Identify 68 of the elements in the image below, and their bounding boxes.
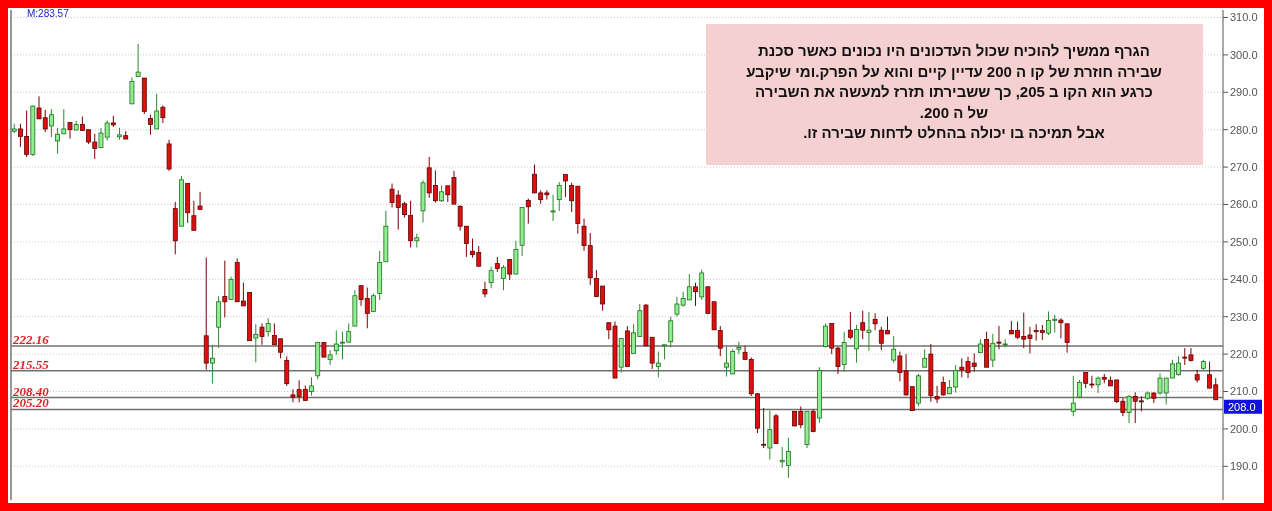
y-tick-label: 230.0 [1230,310,1258,323]
candlestick [1126,394,1132,424]
candlestick [488,266,494,289]
candlestick [482,281,488,298]
candlestick [717,325,723,357]
candlestick [847,311,853,340]
candlestick [228,276,234,301]
candlestick [556,181,562,212]
candlestick [866,311,872,352]
candlestick [265,317,271,338]
candlestick [55,127,61,155]
candlestick [699,269,705,301]
candlestick [550,194,556,222]
ref-line-label: 215.55 [12,356,50,372]
ref-line-label: 222.16 [12,332,50,348]
candlestick [507,258,513,281]
y-tick-label: 290.0 [1230,86,1258,99]
candlestick [525,198,531,225]
candlestick [501,264,506,291]
candlestick [668,316,674,348]
candlestick [990,333,996,368]
candlestick [736,341,742,355]
candlestick [135,43,141,78]
annotation: הגרף ממשיך להוכיח שכול העדכונים היו נכונים כאשר סכנת שבירה חוזרת של קו ה 200 עדיין קיים והוא על הפרק.ומי שיקבע כרגע הוא הקו ב 205, כך ששבירתו תזרז למעשה את השבירה של ה 200. אבל תמיכה בו יכולה בהחלט לדחות שבירה זו. [746,42,1162,141]
candlestick [563,174,568,198]
candlestick [327,349,333,366]
y-tick-label: 200.0 [1230,422,1258,435]
candlestick [284,355,290,387]
candlestick [154,93,160,130]
candlestick [129,76,135,105]
text: 208.0 [1228,400,1256,413]
y-tick-label: 210.0 [1230,385,1258,398]
candlestick [655,351,661,378]
candlestick [841,331,847,373]
y-tick-label: 240.0 [1230,273,1258,286]
candlestick [693,282,698,307]
y-tick-label: 280.0 [1230,123,1258,136]
candlestick [854,324,859,364]
candlestick [210,344,215,385]
y-tick-label: 220.0 [1230,347,1258,360]
candlestick [61,108,67,135]
candlestick [1058,317,1064,339]
candlestick [148,114,153,136]
candlestick [309,376,314,397]
candlestick [49,108,54,138]
candlestick [891,335,897,364]
candlestick [1064,323,1070,354]
candlestick [67,122,73,140]
y-tick-label: 270.0 [1230,160,1258,173]
candlestick [934,385,940,404]
candlestick [767,410,773,461]
candlestick [940,376,946,397]
candlestick [253,323,259,363]
y-tick-label: 260.0 [1230,198,1258,211]
candlestick [996,325,1002,350]
annotation: M:283.57 [27,8,70,19]
candlestick [1095,376,1101,394]
candlestick [860,310,866,340]
y-tick-label: 310.0 [1230,11,1258,24]
y-tick-label: 250.0 [1230,235,1258,248]
candlestick [872,312,878,331]
y-tick-label: 300.0 [1230,48,1258,61]
candlestick [259,322,265,346]
candlestick [191,200,197,231]
candlestick [222,260,228,318]
candlestick [1070,375,1076,417]
y-tick-label: 190.0 [1230,460,1258,473]
candlestick [761,407,767,449]
